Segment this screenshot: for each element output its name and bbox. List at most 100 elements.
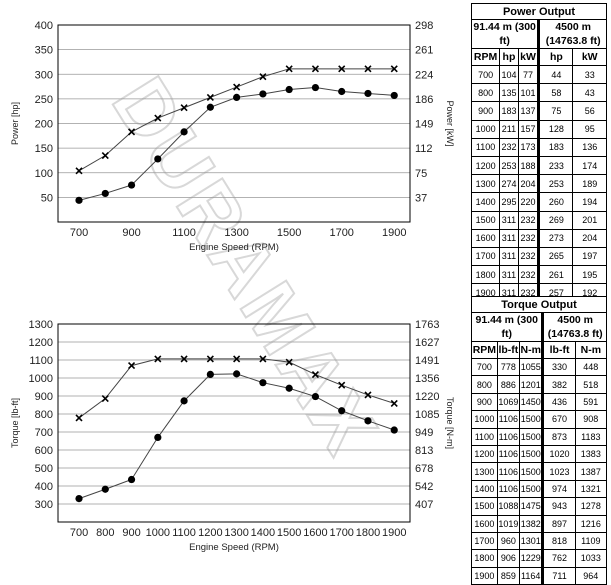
table-cell: 195 xyxy=(572,265,607,285)
torque-x-tick-label: 1200 xyxy=(198,527,222,539)
table-cell: 1200 xyxy=(471,444,498,464)
torque-data-point xyxy=(206,355,214,363)
power-y-tick-label: 150 xyxy=(35,143,53,155)
power-colhead: RPM xyxy=(470,48,501,66)
torque-y-tick-label: 1200 xyxy=(29,337,53,349)
table-cell: 1100 xyxy=(471,427,498,446)
torque-x-ticks: 700 800 900 1000 1100 1200 1300 1400 1500 1600 170… xyxy=(70,527,407,539)
table-row: 1500 1088 1475 943 1278 xyxy=(471,497,608,516)
table-cell: 197 xyxy=(572,246,607,267)
power-data-point xyxy=(154,155,162,163)
power-y-tick-label: 300 xyxy=(35,69,53,81)
table-cell: 1033 xyxy=(574,549,608,568)
table-cell: 908 xyxy=(574,410,608,429)
torque-y-tick-label: 1300 xyxy=(29,319,53,331)
table-row: 1300 274 204 253 189 xyxy=(470,174,607,194)
power-x-tick-label: 700 xyxy=(70,227,88,239)
table-row: 1800 906 1229 762 1033 xyxy=(471,549,608,568)
table-cell: 1500 xyxy=(518,410,544,429)
table-cell: 232 xyxy=(499,137,519,157)
torque-y2-tick-label: 1356 xyxy=(415,373,439,385)
torque-x-tick-label: 1600 xyxy=(303,527,327,539)
torque-plot-frame xyxy=(57,323,411,523)
table-cell: 104 xyxy=(499,64,519,85)
torque-y2-tick-label: 949 xyxy=(415,427,433,439)
power-data-point xyxy=(75,196,83,204)
table-cell: 1500 xyxy=(518,444,544,464)
table-cell: 135 xyxy=(499,83,519,103)
table-cell: 330 xyxy=(541,357,576,377)
table-row: 900 1069 1450 436 591 xyxy=(471,392,608,412)
torque-y-tick-label: 600 xyxy=(35,445,53,457)
table-cell: 436 xyxy=(541,392,576,412)
torque-grid xyxy=(58,323,410,505)
table-cell: 943 xyxy=(541,497,576,516)
power-data-point xyxy=(233,93,241,101)
table-cell: 101 xyxy=(517,83,540,103)
power-x-ticks: 700 900 1100 1300 1500 1700 1900 xyxy=(70,227,407,239)
table-cell: 183 xyxy=(499,101,519,121)
torque-data-point xyxy=(338,407,346,415)
power-y2-tick-label: 37 xyxy=(415,192,427,204)
power-y2-tick-label: 261 xyxy=(415,45,433,57)
table-cell: 44 xyxy=(537,64,574,85)
table-cell: 960 xyxy=(496,531,520,551)
torque-colhead: N-m xyxy=(574,341,608,359)
table-cell: 204 xyxy=(517,174,540,194)
table-cell: 1201 xyxy=(518,375,544,394)
torque-y2-tick-label: 678 xyxy=(415,463,433,475)
torque-series xyxy=(75,355,398,503)
table-cell: 220 xyxy=(517,192,540,212)
torque-series-line xyxy=(78,373,395,500)
torque-y-tick-label: 400 xyxy=(35,481,53,493)
table-cell: 1600 xyxy=(470,228,501,248)
power-series xyxy=(75,65,398,204)
torque-data-point xyxy=(180,397,188,405)
power-col1-header: 91.44 m (300 ft) xyxy=(470,19,540,49)
table-cell: 670 xyxy=(541,410,576,429)
table-cell: 1106 xyxy=(496,444,520,464)
power-data-point xyxy=(206,93,214,101)
table-row: 1200 253 188 233 174 xyxy=(470,155,607,176)
torque-y2-ticks: 407 542 678 813 949 1085 1220 1356 1491 1627 1763 xyxy=(415,319,439,511)
power-data-point xyxy=(154,114,162,122)
table-row: 900 183 137 75 56 xyxy=(470,101,607,121)
power-colhead: kW xyxy=(517,48,540,66)
torque-output-table: Torque Output 91.44 m (300 ft) 4500 m (1… xyxy=(470,296,608,585)
table-cell: 518 xyxy=(574,375,608,394)
torque-data-point xyxy=(390,399,398,407)
power-x-tick-label: 1900 xyxy=(382,227,406,239)
table-cell: 75 xyxy=(537,101,574,121)
power-data-point xyxy=(75,167,83,175)
torque-y2-tick-label: 1085 xyxy=(415,409,439,421)
table-cell: 260 xyxy=(537,192,574,212)
power-xlabel: Engine Speed (RPM) xyxy=(189,242,279,253)
table-cell: 800 xyxy=(470,83,501,103)
torque-x-tick-label: 1900 xyxy=(382,527,406,539)
torque-col2-header: 4500 m (14763.8 ft) xyxy=(541,312,607,342)
power-plot-frame xyxy=(57,24,411,223)
table-cell: 1055 xyxy=(518,357,544,377)
table-cell: 1106 xyxy=(496,410,520,429)
power-data-point xyxy=(390,91,398,100)
power-y2-tick-label: 149 xyxy=(415,119,433,131)
table-cell: 1700 xyxy=(471,531,498,551)
torque-data-point xyxy=(75,414,83,422)
table-cell: 174 xyxy=(572,155,607,176)
torque-data-point xyxy=(285,384,293,392)
table-cell: 311 xyxy=(499,210,519,230)
torque-data-point xyxy=(180,355,188,363)
table-cell: 295 xyxy=(499,192,519,212)
table-cell: 1400 xyxy=(471,479,498,499)
power-data-point xyxy=(101,189,109,198)
power-y2-tick-label: 75 xyxy=(415,168,427,180)
power-y2-tick-label: 224 xyxy=(415,69,433,81)
table-cell: 1300 xyxy=(471,462,498,481)
table-cell: 1100 xyxy=(470,137,501,157)
torque-y-tick-label: 800 xyxy=(35,409,53,421)
power-data-point xyxy=(127,128,136,136)
torque-x-tick-label: 700 xyxy=(70,527,88,539)
torque-chart: 700 800 900 1000 1100 1200 1300 1400 1500 1600 170… xyxy=(10,319,455,553)
table-cell: 1500 xyxy=(471,497,498,516)
table-cell: 232 xyxy=(517,246,540,267)
